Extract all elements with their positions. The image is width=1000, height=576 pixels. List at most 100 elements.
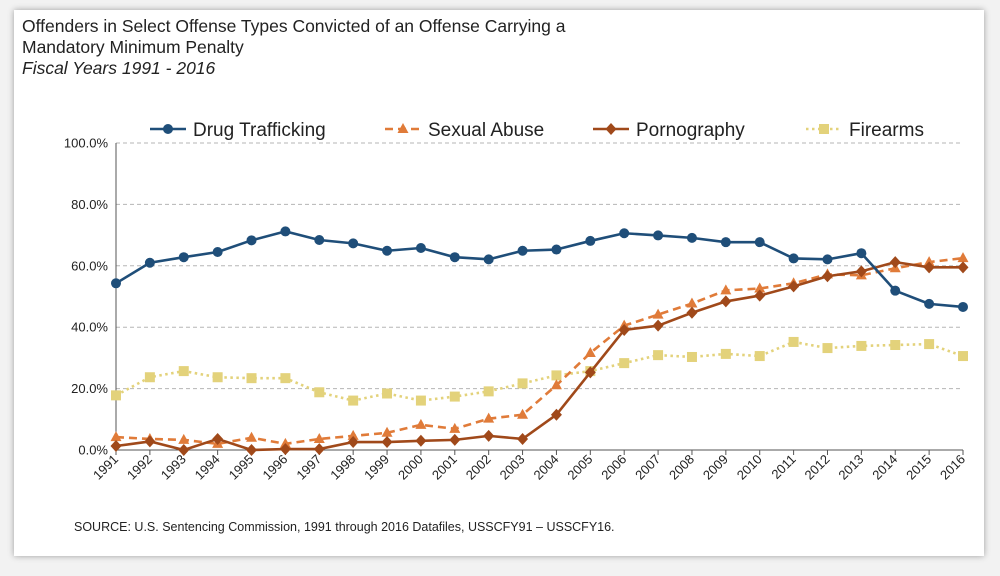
data-point-sexual-abuse [923,256,935,267]
data-point-firearms [924,339,935,350]
data-point-sexual-abuse [279,437,291,448]
data-point-sexual-abuse [652,308,664,319]
x-tick-label: 1993 [158,452,189,483]
x-tick-label: 2011 [768,452,798,482]
x-tick-label: 2005 [564,452,595,483]
data-point-firearms [754,351,765,362]
data-point-drug-trafficking [720,237,731,248]
x-tick-label: 2007 [632,452,663,483]
data-point-firearms [551,370,562,381]
data-point-pornography [279,443,291,456]
data-point-sexual-abuse [584,346,596,357]
y-tick-label: 80.0% [71,197,108,212]
legend-label-pornography: Pornography [636,120,745,141]
data-point-pornography [449,433,461,446]
data-point-pornography [246,444,258,456]
data-point-pornography [855,265,867,278]
x-tick-label: 1997 [293,452,324,483]
data-point-firearms [686,351,697,362]
data-point-firearms [483,386,494,397]
data-point-drug-trafficking [686,232,697,243]
data-point-drug-trafficking [178,252,189,263]
title-line-1: Offenders in Select Offense Types Convic… [22,16,566,36]
x-tick-label: 1999 [361,452,392,483]
data-point-drug-trafficking [483,254,494,265]
data-point-pornography [381,436,393,449]
data-point-firearms [653,350,664,361]
x-tick-label: 2014 [869,452,900,483]
data-point-firearms [958,351,968,362]
data-point-firearms [382,388,393,399]
data-point-pornography [821,270,833,283]
data-point-firearms [449,391,460,402]
data-point-firearms [212,372,223,383]
data-point-drug-trafficking [754,237,765,248]
data-point-pornography [483,429,495,442]
title-line-2: Mandatory Minimum Penalty [22,37,244,57]
data-point-sexual-abuse [720,284,732,295]
legend-label-firearms: Firearms [849,120,924,141]
source-note: SOURCE: U.S. Sentencing Commission, 1991… [74,520,615,534]
x-tick-label: 1996 [259,452,290,483]
data-point-pornography [652,319,664,332]
x-tick-label: 1992 [124,452,155,483]
data-point-pornography [517,432,529,445]
data-point-pornography [923,261,935,274]
x-tick-label: 2006 [598,452,629,483]
data-point-sexual-abuse [381,426,393,437]
legend-marker-pornography [605,123,617,135]
data-point-pornography [212,432,224,445]
data-point-pornography [618,323,630,336]
data-point-drug-trafficking [924,298,935,309]
data-point-firearms [144,372,155,383]
data-point-sexual-abuse [686,297,698,308]
chart-card [14,10,984,556]
legend-label-drug-trafficking: Drug Trafficking [193,120,326,141]
data-point-pornography [415,434,427,447]
x-tick-label: 2000 [395,452,426,483]
data-point-sexual-abuse [347,429,359,440]
data-point-pornography [110,440,122,453]
data-point-sexual-abuse [517,408,529,419]
data-point-firearms [856,340,867,351]
data-point-sexual-abuse [313,432,325,443]
x-tick-label: 2009 [700,452,731,483]
data-point-pornography [720,295,732,308]
data-point-drug-trafficking [585,235,596,246]
data-point-pornography [144,435,156,448]
x-tick-label: 2010 [734,452,765,483]
data-point-pornography [313,443,325,456]
y-tick-label: 20.0% [71,381,108,396]
x-tick-label: 1998 [327,452,358,483]
x-tick-label: 2013 [835,452,866,483]
y-tick-label: 100.0% [64,136,109,151]
data-point-sexual-abuse [178,433,190,444]
data-point-firearms [246,373,257,384]
data-point-drug-trafficking [958,301,968,312]
data-point-drug-trafficking [890,285,901,296]
data-point-drug-trafficking [822,254,833,265]
chart-subtitle: Fiscal Years 1991 - 2016 [22,58,216,78]
x-tick-label: 2003 [497,452,528,483]
x-tick-label: 1995 [226,452,257,483]
x-tick-label: 2012 [802,452,833,483]
data-point-firearms [314,387,325,398]
data-point-firearms [822,343,833,354]
data-point-drug-trafficking [619,228,630,239]
x-tick-label: 2002 [463,452,494,483]
data-point-sexual-abuse [246,431,258,442]
data-point-pornography [754,289,766,302]
data-point-firearms [788,336,799,347]
data-point-drug-trafficking [653,230,664,241]
series-line-firearms [115,340,964,402]
data-point-drug-trafficking [788,253,799,264]
x-tick-label: 2004 [531,452,562,483]
data-point-drug-trafficking [111,278,121,289]
data-point-firearms [720,348,731,359]
series-line-sexual-abuse [115,256,964,446]
data-point-pornography [584,366,596,379]
data-point-pornography [686,306,698,319]
data-point-drug-trafficking [517,245,528,256]
data-point-sexual-abuse [754,282,766,293]
